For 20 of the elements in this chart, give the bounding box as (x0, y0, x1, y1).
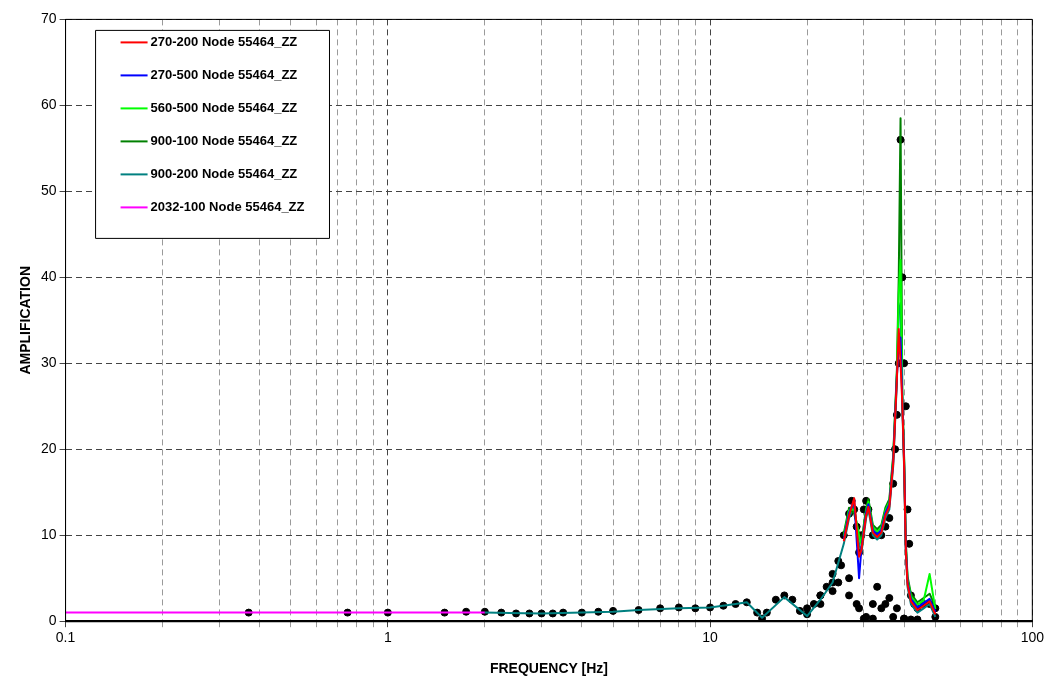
x-tick-label: 1 (383, 629, 392, 646)
y-axis-title: AMPLIFICATION (16, 265, 33, 375)
y-tick-label: 10 (40, 526, 57, 543)
y-tick-label: 20 (40, 440, 57, 457)
y-tick-label: 70 (40, 10, 57, 27)
x-axis-title: FREQUENCY [Hz] (489, 659, 608, 676)
y-tick-label: 30 (40, 354, 57, 371)
legend-label: 900-200 Node 55464_ZZ (150, 165, 298, 181)
legend-label: 900-100 Node 55464_ZZ (150, 132, 298, 148)
x-tick-label: 10 (702, 629, 719, 646)
legend-label: 270-200 Node 55464_ZZ (150, 33, 298, 49)
y-tick-label: 0 (48, 612, 57, 629)
x-tick-label: 100 (1020, 629, 1045, 646)
y-tick-label: 50 (40, 182, 57, 199)
legend-label: 270-500 Node 55464_ZZ (150, 66, 298, 82)
legend-label: 2032-100 Node 55464_ZZ (150, 198, 305, 214)
y-tick-label: 40 (40, 268, 57, 285)
legend-label: 560-500 Node 55464_ZZ (150, 99, 298, 115)
x-tick-label: 0.1 (55, 629, 76, 646)
y-tick-label: 60 (40, 96, 57, 113)
